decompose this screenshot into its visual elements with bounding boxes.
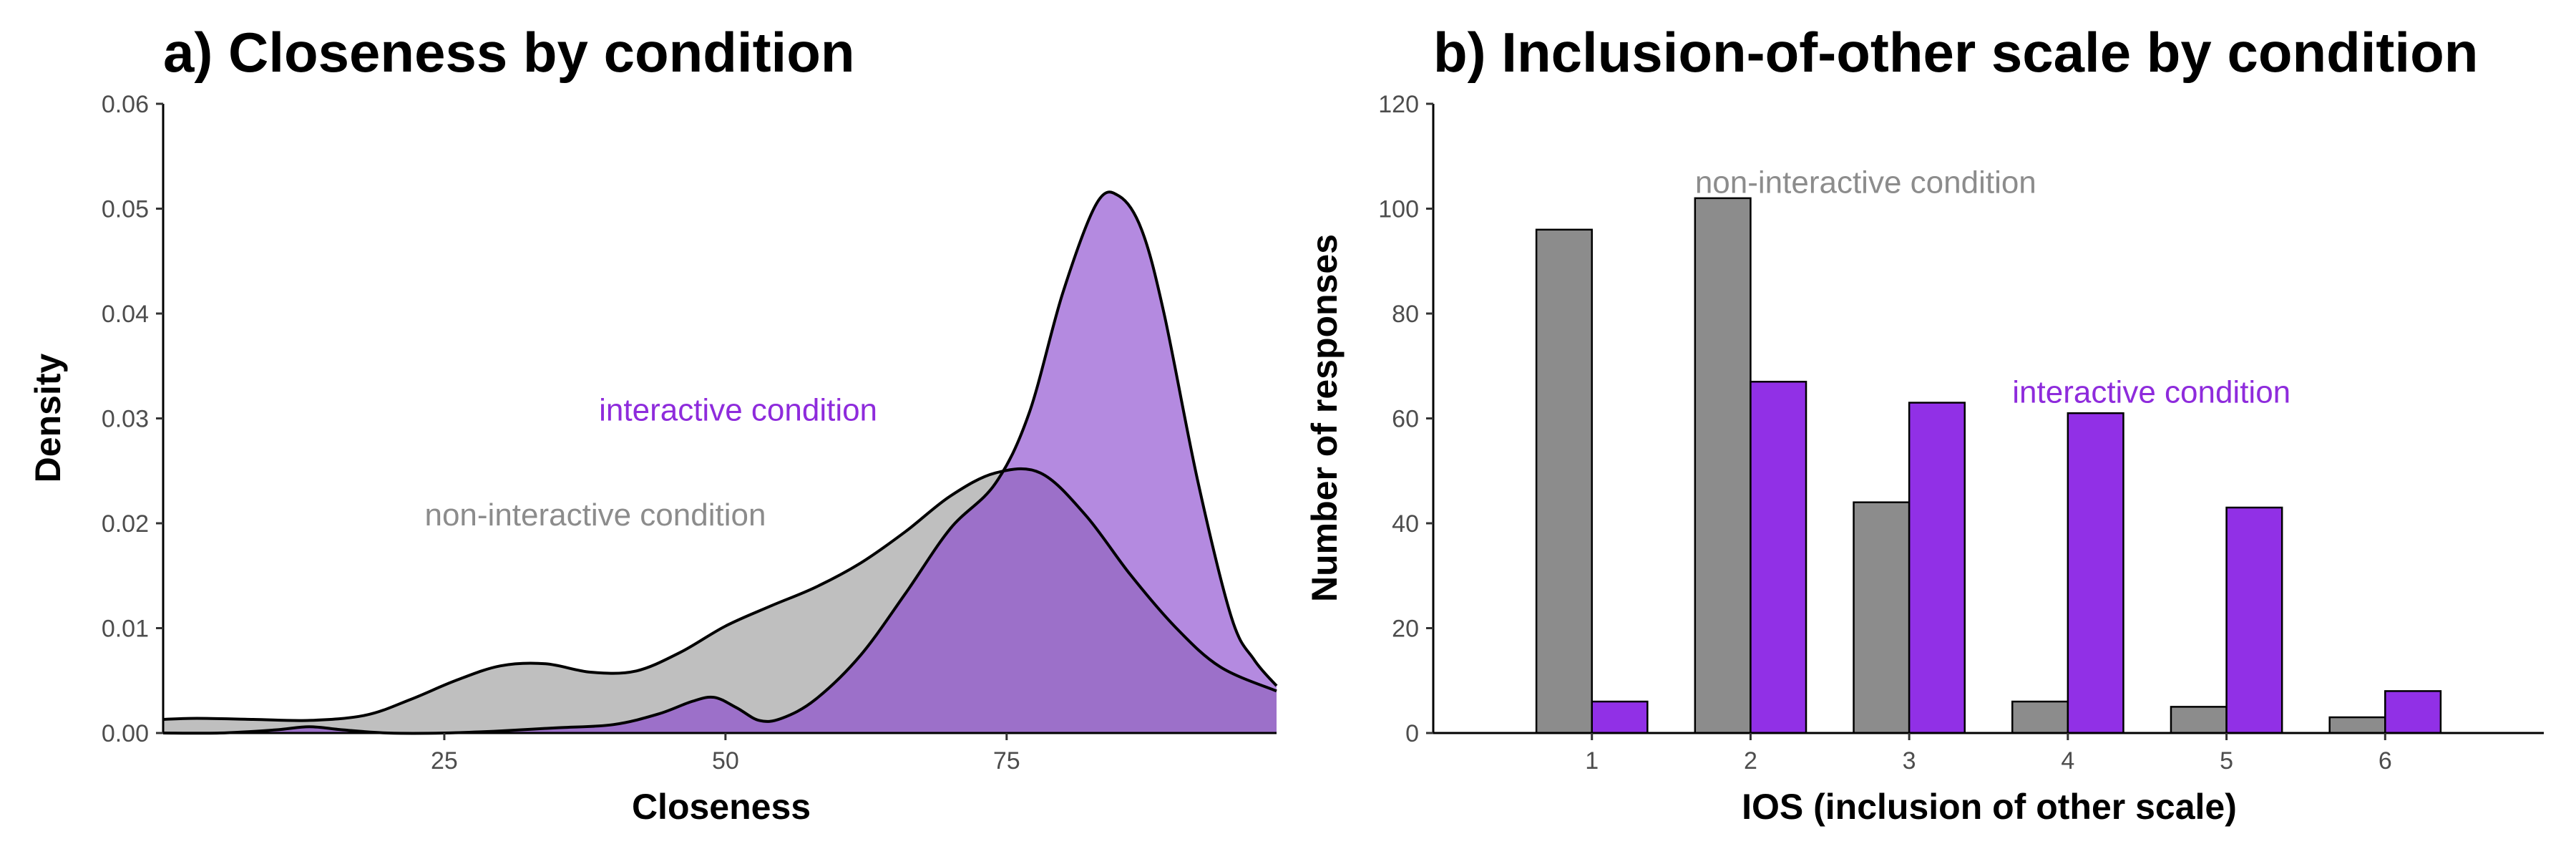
panel-b-y-tick-label: 100 bbox=[1378, 196, 1419, 223]
ios-bar-panel: b) Inclusion-of-other scale by condition… bbox=[1304, 21, 2544, 827]
panel-a-x-tick-label: 25 bbox=[431, 747, 458, 775]
panel-a-y-tick-label: 0.00 bbox=[102, 720, 149, 747]
panel-a-axes: 0.00 0.01 0.02 0.03 0.04 0.05 0.06 25 50 75 bbox=[102, 91, 1277, 775]
panel-a-x-axis-title: Closeness bbox=[632, 787, 811, 827]
ios-bars bbox=[1535, 197, 2442, 734]
panel-a-y-tick-label: 0.01 bbox=[102, 616, 149, 643]
panel-b-x-tick-label: 6 bbox=[2379, 747, 2392, 775]
panel-b-x-tick-label: 2 bbox=[1744, 747, 1757, 775]
panel-b-y-tick-label: 40 bbox=[1392, 510, 1419, 538]
non-interactive-bar bbox=[2328, 716, 2386, 734]
non-interactive-bar bbox=[1694, 197, 1752, 734]
interactive-bar bbox=[1908, 402, 1966, 734]
panel-b-x-tick-label: 4 bbox=[2061, 747, 2074, 775]
panel-b-y-axis-title: Number of responses bbox=[1304, 234, 1345, 602]
non-interactive-bar bbox=[2170, 706, 2228, 734]
panel-b-x-tick-label: 3 bbox=[1903, 747, 1916, 775]
non-interactive-condition-label: non-interactive condition bbox=[424, 498, 766, 533]
panel-b-axes: 0 20 40 60 80 100 120 1 2 3 4 5 6 bbox=[1378, 91, 2544, 775]
panel-b-y-tick-label: 20 bbox=[1392, 616, 1419, 643]
panel-b-y-tick-label: 80 bbox=[1392, 301, 1419, 328]
panel-a-x-tick-label: 75 bbox=[993, 747, 1020, 775]
interactive-bar bbox=[1591, 700, 1649, 734]
panel-b-title: b) Inclusion-of-other scale by condition bbox=[1433, 21, 2478, 84]
closeness-density-panel: a) Closeness by condition 0.000.010.020.… bbox=[28, 21, 1278, 827]
interactive-bar bbox=[2067, 412, 2124, 734]
panel-b-y-tick-label: 120 bbox=[1378, 91, 1419, 118]
interactive-bar bbox=[1750, 380, 1807, 734]
panel-b-x-axis-title: IOS (inclusion of other scale) bbox=[1742, 787, 2237, 827]
interactive-bar bbox=[2225, 506, 2283, 734]
non-interactive-condition-label: non-interactive condition bbox=[1695, 165, 2036, 200]
panel-b-x-tick-label: 5 bbox=[2220, 747, 2233, 775]
panel-b-y-tick-label: 60 bbox=[1392, 406, 1419, 433]
interactive-bar bbox=[2384, 690, 2442, 734]
panel-a-y-tick-label: 0.05 bbox=[102, 196, 149, 223]
panel-a-title: a) Closeness by condition bbox=[163, 21, 855, 84]
non-interactive-bar bbox=[1853, 501, 1911, 734]
density-overlap-area bbox=[163, 468, 1277, 733]
panel-b-x-tick-label: 1 bbox=[1585, 747, 1599, 775]
panel-a-y-axis-title: Density bbox=[28, 354, 68, 483]
interactive-condition-label: interactive condition bbox=[599, 392, 877, 427]
non-interactive-density-line bbox=[162, 467, 1277, 722]
panel-a-y-tick-label: 0.02 bbox=[102, 510, 149, 538]
density-areas bbox=[162, 190, 1278, 735]
panel-a-y-tick-label: 0.03 bbox=[102, 406, 149, 433]
panel-a-x-tick-label: 50 bbox=[712, 747, 739, 775]
panel-a-y-tick-label: 0.06 bbox=[102, 91, 149, 118]
non-interactive-bar bbox=[1535, 228, 1593, 734]
interactive-condition-label: interactive condition bbox=[2012, 375, 2290, 410]
panel-a-y-tick-label: 0.04 bbox=[102, 301, 149, 328]
non-interactive-bar bbox=[2011, 700, 2069, 734]
panel-b-y-tick-label: 0 bbox=[1405, 720, 1419, 747]
